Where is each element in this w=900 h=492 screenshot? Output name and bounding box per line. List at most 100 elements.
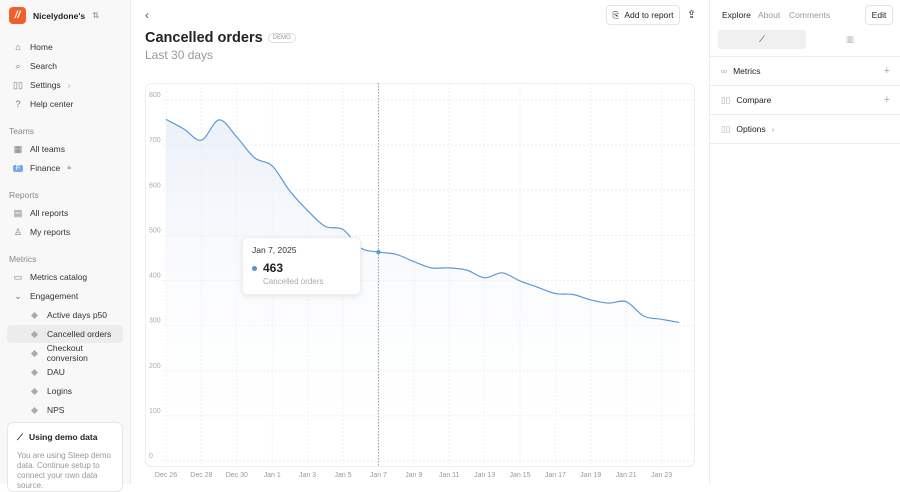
nav-my-reports[interactable]: ♙ My reports [7, 223, 123, 241]
metric-label: NPS [47, 405, 65, 415]
diamond-icon [30, 406, 39, 414]
nav-home[interactable]: ⌂ Home [7, 38, 123, 56]
options-section[interactable]: ▯▯ Options › [710, 115, 900, 144]
team-badge: F [13, 164, 23, 172]
title-text: Cancelled orders [145, 30, 263, 46]
y-tick-label: 600 [149, 182, 161, 189]
y-tick-label: 0 [149, 453, 153, 460]
settings-icon: ▯▯ [13, 79, 23, 90]
edit-button[interactable]: Edit [865, 5, 893, 25]
chevron-down-icon: ⌄ [14, 290, 22, 301]
nav-help-center[interactable]: ? Help center [7, 95, 123, 113]
tooltip-value: 463 [263, 261, 284, 275]
diamond-icon [30, 368, 39, 376]
chevron-right-icon: › [67, 80, 71, 90]
tab-about[interactable]: About [758, 10, 781, 20]
line-chart[interactable]: 0 100 200 300 400 500 600 700 800 Dec 26 Dec 28 Dec… [145, 83, 695, 483]
metric-label: Logins [47, 386, 73, 396]
series-dot [252, 265, 257, 271]
nav-search[interactable]: ⌕ Search [7, 57, 123, 75]
diamond-icon [30, 330, 39, 338]
y-tick-label: 400 [149, 273, 161, 280]
compare-icon: ▯▯ [721, 94, 731, 105]
nav-label: Finance [30, 163, 61, 173]
x-tick-label: Jan 11 [439, 472, 460, 479]
chevron-right-icon: › [771, 124, 775, 134]
back-button[interactable]: ‹ [145, 8, 149, 22]
nav-settings[interactable]: ▯▯ Settings › [7, 76, 123, 94]
nav-label: My reports [30, 227, 71, 237]
metrics-section[interactable]: ∞ Metrics + [710, 57, 900, 86]
metric-item[interactable]: Cancelled orders [7, 325, 123, 343]
metric-label: DAU [47, 367, 65, 377]
workspace-name: Nicelydone's [33, 10, 86, 21]
x-tick-label: Jan 23 [651, 472, 672, 479]
x-tick-label: Jan 3 [299, 472, 316, 479]
plus-icon[interactable]: + [883, 94, 890, 106]
section-label: Options [736, 124, 766, 134]
lock-icon: 🔒︎ [67, 164, 71, 171]
x-tick-label: Jan 13 [474, 472, 495, 479]
metric-item[interactable]: NPS [7, 401, 123, 419]
x-tick-label: Jan 19 [580, 472, 601, 479]
x-tick-label: Dec 30 [226, 472, 248, 479]
chart-card [145, 83, 695, 467]
y-tick-label: 300 [149, 318, 161, 325]
logo: // [9, 7, 26, 24]
tab-comments[interactable]: Comments [789, 10, 831, 20]
tab-explore[interactable]: Explore [722, 10, 751, 20]
bar-chart-icon: ▥ [845, 34, 855, 44]
demo-data-card: ⟋ Using demo data You are using Steep demo… [7, 422, 123, 492]
line-chart-toggle[interactable]: ⟋ [718, 30, 806, 49]
nav-label: Home [30, 42, 53, 52]
data-point [376, 249, 381, 255]
y-tick-label: 200 [149, 363, 161, 370]
nav-label: Engagement [30, 291, 79, 301]
page-title: Cancelled orders DEMO [145, 30, 296, 46]
demo-text: You are using Steep demo data. Continue … [17, 451, 111, 490]
nav-label: Metrics catalog [30, 272, 88, 282]
x-tick-label: Jan 21 [616, 472, 637, 479]
page-subtitle: Last 30 days [145, 48, 214, 62]
x-tick-label: Dec 26 [155, 472, 177, 479]
teams-heading: Teams [9, 126, 35, 136]
main: ‹ ⎘ Add to report ⇪ Cancelled orders DEMO … [131, 0, 709, 484]
metric-item[interactable]: DAU [7, 363, 123, 381]
metrics-heading: Metrics [9, 254, 37, 264]
nav-all-teams[interactable]: ▦ All teams [7, 140, 123, 158]
switch-icon: ⇅ [92, 10, 100, 20]
right-panel: Explore About Comments Edit ⟋ ▥ ∞ Metrics… [709, 0, 900, 484]
compare-section[interactable]: ▯▯ Compare + [710, 86, 900, 115]
x-tick-label: Jan 5 [334, 472, 351, 479]
sidebar: // Nicelydone's ⇅ ⌂ Home ⌕ Search ▯▯ Settings… [0, 0, 131, 492]
plus-icon[interactable]: + [883, 65, 890, 77]
tooltip-label: Cancelled orders [263, 277, 324, 286]
nav-finance[interactable]: F Finance 🔒︎ [7, 159, 123, 177]
nav-label: All teams [30, 144, 65, 154]
x-tick-label: Jan 17 [545, 472, 566, 479]
metric-label: Active days p50 [47, 310, 108, 320]
metric-item[interactable]: Checkout conversion [7, 343, 123, 363]
nav-metrics-catalog[interactable]: ▭ Metrics catalog [7, 268, 123, 286]
diamond-icon [30, 311, 39, 319]
add-to-report-button[interactable]: ⎘ Add to report [606, 5, 680, 25]
grid-icon: ▦ [13, 143, 23, 154]
bar-chart-toggle[interactable]: ▥ [806, 30, 894, 49]
nav-engagement[interactable]: ⌄ Engagement [7, 287, 123, 305]
catalog-icon: ▭ [13, 271, 23, 282]
nav-label: All reports [30, 208, 69, 218]
x-tick-label: Jan 1 [264, 472, 281, 479]
metric-item[interactable]: Logins [7, 382, 123, 400]
diamond-icon [30, 387, 39, 395]
metric-item[interactable]: Active days p50 [7, 306, 123, 324]
x-tick-label: Jan 9 [405, 472, 422, 479]
metrics-icon: ∞ [721, 66, 728, 76]
nav-label: Search [30, 61, 57, 71]
metric-label: Checkout conversion [46, 343, 88, 363]
y-tick-label: 100 [149, 408, 161, 415]
demo-badge: DEMO [267, 33, 296, 43]
nav-all-reports[interactable]: ▤ All reports [7, 204, 123, 222]
section-label: Compare [736, 95, 772, 105]
workspace-switcher[interactable]: // Nicelydone's ⇅ [9, 7, 99, 24]
share-icon[interactable]: ⇪ [687, 9, 697, 21]
